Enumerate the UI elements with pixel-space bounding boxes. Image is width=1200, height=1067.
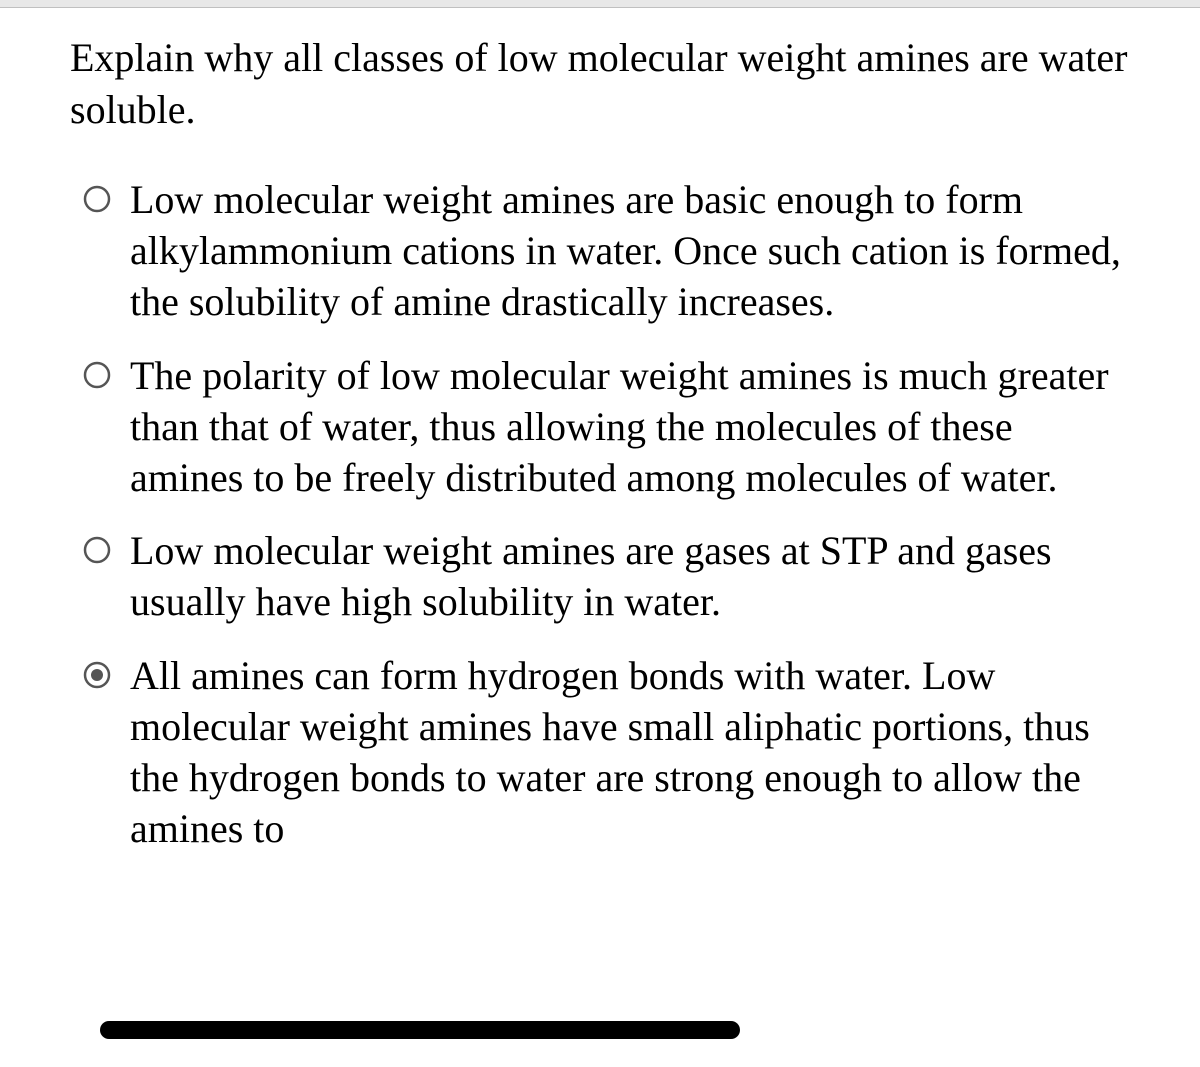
radio-icon[interactable] (82, 535, 112, 565)
question-text: Explain why all classes of low molecular… (70, 32, 1130, 136)
option-2[interactable]: The polarity of low molecular weight ami… (70, 350, 1130, 504)
radio-icon[interactable] (82, 360, 112, 390)
radio-icon[interactable] (82, 184, 112, 214)
option-text: The polarity of low molecular weight ami… (130, 350, 1130, 504)
option-1[interactable]: Low molecular weight amines are basic en… (70, 174, 1130, 328)
question-content: Explain why all classes of low molecular… (0, 8, 1200, 854)
highlight-bar (100, 1021, 740, 1039)
radio-icon-selected[interactable] (82, 660, 112, 690)
option-text: Low molecular weight amines are gases at… (130, 525, 1130, 627)
option-4[interactable]: All amines can form hydrogen bonds with … (70, 650, 1130, 855)
option-text: Low molecular weight amines are basic en… (130, 174, 1130, 328)
window-top-bar (0, 0, 1200, 8)
option-3[interactable]: Low molecular weight amines are gases at… (70, 525, 1130, 627)
option-text: All amines can form hydrogen bonds with … (130, 650, 1130, 855)
